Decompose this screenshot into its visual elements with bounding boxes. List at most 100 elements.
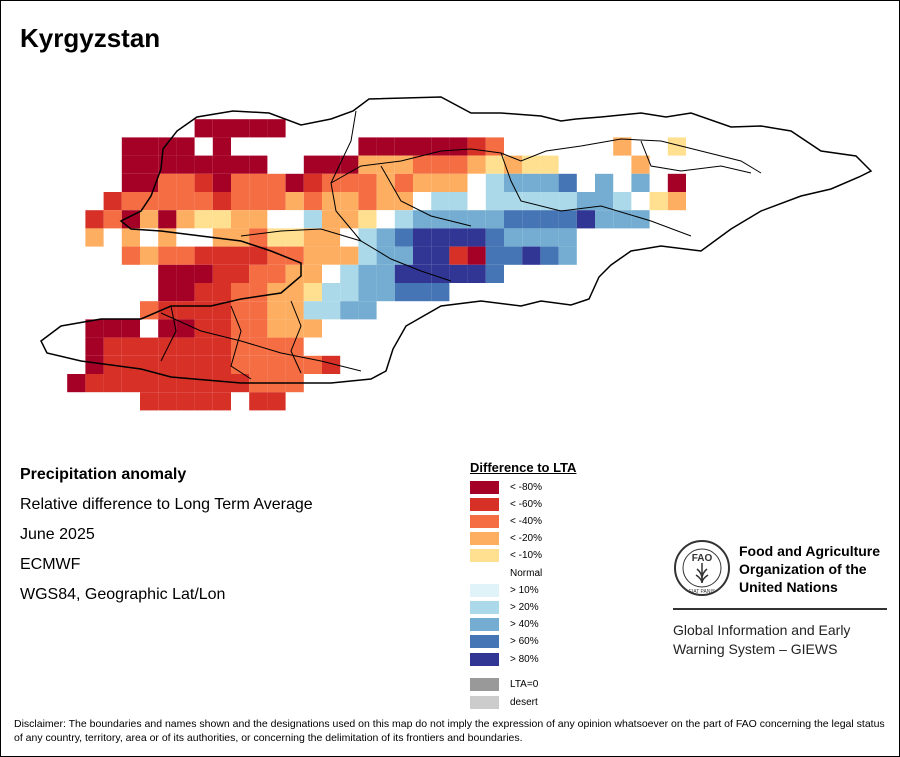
anomaly-cell — [285, 319, 304, 338]
anomaly-cell — [249, 392, 268, 411]
anomaly-cell — [212, 173, 231, 192]
anomaly-cell — [413, 246, 432, 265]
anomaly-cell — [249, 155, 268, 174]
anomaly-cell — [376, 264, 395, 283]
legend-swatch — [470, 635, 499, 649]
anomaly-cell — [267, 392, 286, 411]
legend-label: > 60% — [510, 636, 539, 648]
anomaly-cell — [504, 246, 523, 265]
anomaly-cell — [358, 173, 377, 192]
anomaly-cell — [358, 210, 377, 229]
anomaly-cell — [194, 392, 213, 411]
info-description: Relative difference to Long Term Average — [20, 496, 313, 513]
info-period: June 2025 — [20, 526, 95, 543]
anomaly-cell — [485, 228, 504, 247]
legend-item: > 60% — [470, 634, 539, 650]
anomaly-cell — [340, 155, 359, 174]
anomaly-cell — [303, 301, 322, 320]
anomaly-cell — [485, 210, 504, 229]
anomaly-cell — [485, 192, 504, 211]
anomaly-cell — [504, 228, 523, 247]
anomaly-cell — [631, 173, 650, 192]
anomaly-cell — [176, 137, 195, 156]
anomaly-grid — [67, 119, 686, 411]
anomaly-cell — [303, 173, 322, 192]
anomaly-cell — [376, 228, 395, 247]
anomaly-cell — [212, 228, 231, 247]
legend-item: < -60% — [470, 496, 542, 512]
anomaly-cell — [103, 319, 122, 338]
anomaly-cell — [212, 246, 231, 265]
anomaly-cell — [176, 264, 195, 283]
anomaly-cell — [158, 355, 177, 374]
anomaly-cell — [231, 301, 250, 320]
anomaly-cell — [322, 155, 341, 174]
anomaly-cell — [176, 246, 195, 265]
anomaly-cell — [140, 337, 159, 356]
disclaimer: Disclaimer: The boundaries and names sho… — [14, 718, 885, 744]
anomaly-cell — [267, 210, 286, 229]
anomaly-cell — [303, 337, 322, 356]
legend-swatch — [470, 514, 499, 528]
anomaly-cell — [340, 301, 359, 320]
anomaly-cell — [231, 355, 250, 374]
legend-item: > 80% — [470, 651, 539, 667]
anomaly-cell — [231, 210, 250, 229]
anomaly-cell — [249, 246, 268, 265]
anomaly-cell — [358, 301, 377, 320]
legend-swatch — [470, 480, 499, 494]
anomaly-cell — [431, 155, 450, 174]
fao-organization-name: Food and Agriculture Organization of the… — [739, 543, 881, 595]
anomaly-cell — [467, 210, 486, 229]
legend-swatch — [470, 618, 499, 632]
giews-name: Global Information and Early Warning Sys… — [673, 622, 851, 657]
anomaly-cell — [140, 155, 159, 174]
legend-title: Difference to LTA — [470, 460, 577, 475]
legend-swatch — [470, 549, 499, 563]
anomaly-cell — [267, 319, 286, 338]
anomaly-cell — [431, 283, 450, 302]
anomaly-cell — [485, 173, 504, 192]
anomaly-cell — [576, 210, 595, 229]
legend-swatch — [470, 566, 499, 580]
anomaly-cell — [667, 137, 686, 156]
anomaly-cell — [212, 210, 231, 229]
anomaly-cell — [376, 210, 395, 229]
anomaly-cell — [413, 155, 432, 174]
anomaly-cell — [158, 319, 177, 338]
anomaly-cell — [358, 137, 377, 156]
anomaly-cell — [340, 283, 359, 302]
anomaly-cell — [267, 119, 286, 138]
anomaly-cell — [212, 337, 231, 356]
anomaly-cell — [358, 228, 377, 247]
anomaly-cell — [67, 374, 86, 393]
anomaly-cell — [358, 283, 377, 302]
anomaly-cell — [85, 374, 104, 393]
anomaly-cell — [158, 374, 177, 393]
anomaly-cell — [158, 246, 177, 265]
anomaly-cell — [540, 246, 559, 265]
anomaly-cell — [249, 355, 268, 374]
anomaly-cell — [467, 155, 486, 174]
anomaly-cell — [176, 155, 195, 174]
anomaly-cell — [267, 283, 286, 302]
legend-item: < -20% — [470, 531, 542, 547]
anomaly-cell — [176, 374, 195, 393]
province-boundary — [160, 110, 762, 380]
anomaly-cell — [85, 337, 104, 356]
anomaly-cell — [121, 210, 140, 229]
legend-label: < -20% — [510, 533, 542, 545]
anomaly-cell — [558, 173, 577, 192]
legend-item: LTA=0 — [470, 676, 538, 692]
anomaly-cell — [376, 192, 395, 211]
anomaly-cell — [231, 192, 250, 211]
anomaly-cell — [394, 155, 413, 174]
anomaly-cell — [449, 192, 468, 211]
anomaly-cell — [322, 283, 341, 302]
legend-label: > 20% — [510, 601, 539, 613]
anomaly-cell — [303, 319, 322, 338]
anomaly-cell — [394, 246, 413, 265]
anomaly-cell — [558, 228, 577, 247]
anomaly-cell — [121, 374, 140, 393]
anomaly-cell — [212, 374, 231, 393]
